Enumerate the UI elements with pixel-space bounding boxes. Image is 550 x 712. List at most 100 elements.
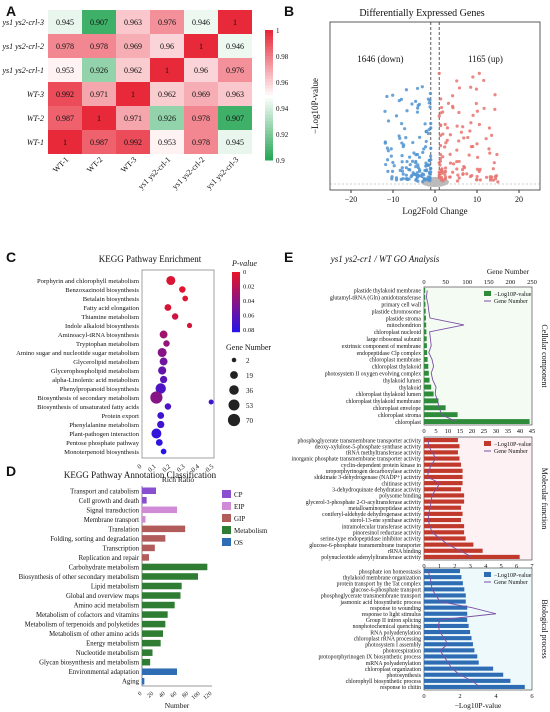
down-point [429, 121, 433, 126]
up-point [437, 114, 441, 118]
legend-swatch [265, 101, 273, 106]
go-term-label: chloroplast thylakoid membrane [346, 399, 421, 405]
pvalue-swatch [232, 326, 240, 329]
heatmap-cell [116, 130, 150, 154]
go-term-label: polysome binding [379, 494, 421, 500]
heatmap-col-label: WT-3 [119, 155, 138, 174]
legend-swatch [265, 33, 273, 37]
down-point [414, 165, 418, 169]
heatmap-cell [82, 106, 116, 130]
pvalue-swatch [232, 306, 240, 309]
pathway-label: Pentose phosphate pathway [66, 440, 140, 447]
heatmap-cell [218, 106, 252, 130]
up-point [448, 161, 453, 165]
pvalue-swatch [232, 322, 240, 325]
go-bar [424, 343, 427, 349]
annotation-label: Glycan biosynthesis and metabolism [39, 660, 140, 667]
down-point [422, 173, 426, 177]
down-point [403, 127, 407, 131]
go-bar [424, 350, 428, 355]
up-point [437, 170, 441, 174]
go-term-label: serine-type endopeptidase inhibitor acti… [320, 537, 421, 543]
up-point [457, 159, 461, 164]
down-point [405, 109, 409, 113]
legend-swatch [265, 156, 273, 161]
go-term-label: photorespiration [383, 649, 421, 655]
x-tick-label: 2 [458, 693, 461, 700]
go-term-label: chloroplast membrane [369, 358, 421, 364]
gene-number-line [426, 440, 473, 558]
enrichment-bubble [179, 286, 186, 293]
pvalue-swatch [232, 292, 240, 295]
pvalue-swatch [232, 278, 240, 281]
up-point [466, 135, 470, 140]
go-bar [424, 336, 427, 342]
legend-label: OS [234, 539, 243, 547]
size-legend-bubble [229, 385, 239, 395]
down-point [417, 155, 422, 159]
down-point [428, 167, 432, 171]
heatmap-cell [82, 10, 116, 34]
heatmap-value: 0.978 [192, 114, 210, 123]
legend-swatch [265, 134, 273, 138]
up-point [494, 177, 498, 181]
down-point [411, 140, 415, 145]
down-point [408, 163, 412, 167]
annotation-bar [142, 554, 149, 561]
pvalue-swatch [232, 290, 240, 293]
legend-swatch [265, 36, 273, 41]
up-point [461, 125, 465, 129]
go-term-label: chloroplast organization [365, 667, 421, 673]
panel-label-d: D [6, 463, 16, 479]
annotation-label: Aging [122, 679, 140, 686]
pvalue-swatch [232, 308, 240, 311]
annotation-bar [142, 506, 177, 514]
up-point [487, 126, 492, 130]
go-term-label: plastide chromosome [372, 309, 422, 315]
heatmap-col-label: ys1 ys2-crl-2 [170, 155, 206, 191]
down-point [415, 175, 419, 180]
pvalue-tick: 0.06 [243, 313, 255, 320]
up-point [476, 155, 480, 159]
up-point [448, 133, 453, 137]
go-term-label: chloroplast nucleoid [374, 330, 421, 336]
go-category-label: Biological process [540, 599, 549, 658]
down-point [426, 97, 430, 101]
go-term-label: 3-dehydroquinate dehydratase activity [332, 487, 421, 493]
pvalue-swatch [232, 282, 240, 285]
x-tick-label: 0 [433, 195, 437, 204]
up-point [475, 177, 479, 182]
go-term-label: extrinsic component of membrane [342, 343, 422, 350]
x-tick-label: 6 [515, 563, 519, 570]
up-point [446, 101, 451, 105]
heatmap-cell [184, 130, 218, 154]
go-term-label: uroporphyrinogen decarboxylase activity [326, 469, 421, 475]
up-point [489, 133, 494, 137]
heatmap-cell [218, 10, 252, 34]
go-bar [424, 636, 472, 641]
heatmap-cell [116, 82, 150, 106]
down-point [399, 177, 403, 181]
up-point [493, 93, 497, 97]
pvalue-swatch [232, 284, 240, 287]
go-bar [424, 536, 466, 541]
go-term-label: glycerol-3-phosphate 2-O-acyltransferase… [306, 499, 421, 506]
down-point [389, 154, 393, 158]
go-bar [424, 468, 463, 473]
heatmap-value: 0.96 [194, 66, 208, 75]
up-point [469, 85, 473, 89]
heatmap-value: 0.945 [226, 138, 244, 147]
size-legend-label: 70 [246, 417, 254, 425]
panel-label-c: C [6, 249, 16, 265]
go-bar [424, 474, 463, 480]
pathway-label: alpha-Linolenic acid metabolism [52, 377, 140, 384]
annotation-bar [142, 563, 208, 571]
down-point [421, 180, 425, 184]
x-tick-label: 25 [481, 428, 488, 435]
annotation-label: Replication and repair [79, 555, 140, 562]
go-xlabel: −Log10P-value [455, 701, 502, 710]
down-point [427, 171, 431, 175]
down-point [416, 106, 420, 110]
up-point [457, 86, 462, 90]
legend-swatch [265, 52, 273, 57]
